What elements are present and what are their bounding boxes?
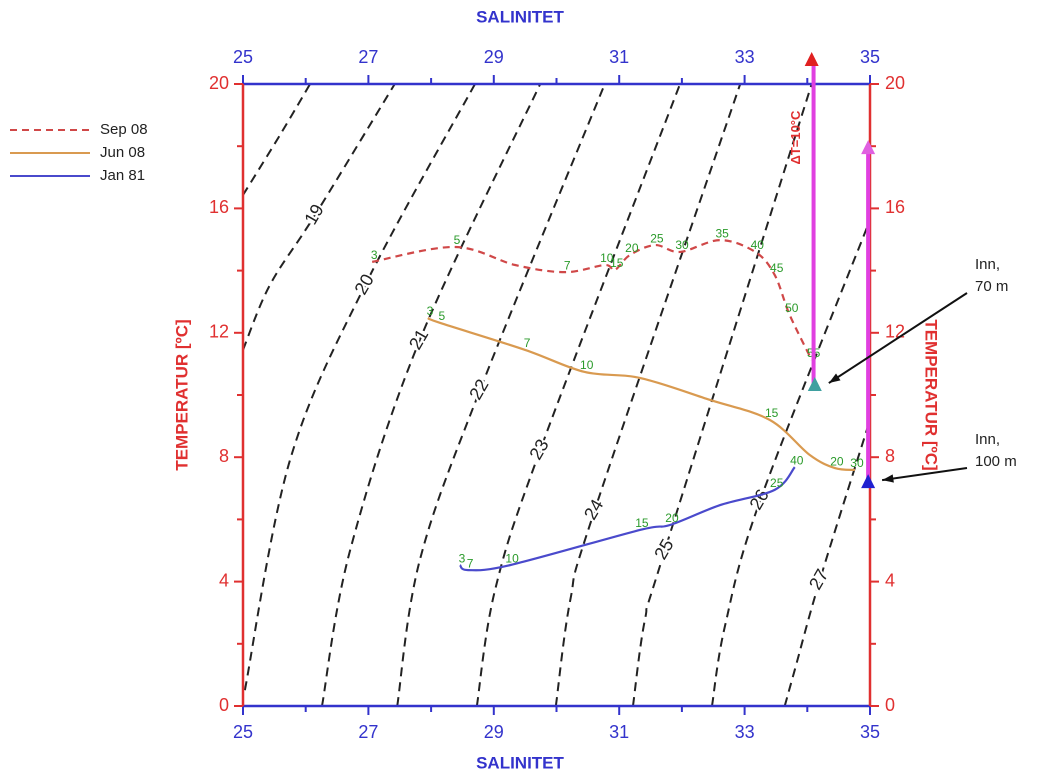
depth-label: 7 <box>524 336 531 350</box>
y-tick-label-left: 4 <box>219 570 229 590</box>
y-tick-label-right: 0 <box>885 695 895 715</box>
y-axis-title-right: TEMPERATUR [ºC] <box>922 319 941 470</box>
depth-label: 30 <box>675 238 689 252</box>
isopycnal <box>783 419 871 707</box>
marker <box>804 52 819 67</box>
depth-label: 10 <box>505 551 519 565</box>
depth-label: 20 <box>625 241 639 255</box>
x-tick-label-top: 25 <box>233 47 253 67</box>
isopycnal-label: 21 <box>405 326 432 353</box>
y-tick-label-right: 16 <box>885 197 905 217</box>
depth-label: 5 <box>439 309 446 323</box>
depth-label: 3 <box>371 248 378 262</box>
series-line <box>459 466 796 572</box>
y-tick-label-left: 16 <box>209 197 229 217</box>
annotation-arrow <box>881 467 968 482</box>
isopycnal <box>711 219 871 707</box>
annotation: Inn, <box>975 431 1000 448</box>
legend-label: Sep 08 <box>100 121 148 138</box>
isopycnal-label: 20 <box>351 271 378 298</box>
y-tick-label-left: 0 <box>219 695 229 715</box>
annotation: 70 m <box>975 278 1008 295</box>
annotation: 100 m <box>975 453 1017 470</box>
isopycnal <box>242 83 396 351</box>
depth-label: 50 <box>785 301 799 315</box>
depth-label: 45 <box>770 261 784 275</box>
isopycnal <box>632 83 813 707</box>
depth-label: 15 <box>765 406 779 420</box>
y-tick-label-right: 8 <box>885 446 895 466</box>
depth-label: 20 <box>830 454 844 468</box>
x-axis-title-bottom: SALINITET <box>476 753 564 772</box>
isopycnal-label: 22 <box>465 376 492 403</box>
depth-label: 5 <box>454 233 461 247</box>
x-tick-label-bottom: 29 <box>484 722 504 742</box>
depth-label: 3 <box>427 304 434 318</box>
isopycnal <box>396 83 606 707</box>
depth-label: 20 <box>665 511 679 525</box>
legend-label: Jun 08 <box>100 144 145 161</box>
isopycnal-label: 23 <box>525 436 552 463</box>
isopycnal <box>554 83 742 707</box>
y-tick-label-right: 12 <box>885 322 905 342</box>
x-tick-label-top: 35 <box>860 47 880 67</box>
y-tick-label-right: 4 <box>885 570 895 590</box>
x-tick-label-bottom: 31 <box>609 722 629 742</box>
marker <box>807 377 822 392</box>
depth-label: 15 <box>635 516 649 530</box>
depth-label: 10 <box>580 358 594 372</box>
y-tick-label-left: 8 <box>219 446 229 466</box>
x-tick-label-bottom: 27 <box>358 722 378 742</box>
series-line <box>371 239 813 361</box>
depth-label: 7 <box>467 556 474 570</box>
depth-label: 35 <box>715 226 729 240</box>
isopycnal <box>242 83 311 196</box>
x-axis-title-top: SALINITET <box>476 7 564 26</box>
annotation: Inn, <box>975 256 1000 273</box>
y-axis-title-left: TEMPERATUR [ºC] <box>172 319 191 470</box>
x-tick-label-bottom: 33 <box>735 722 755 742</box>
isopycnal <box>475 83 681 707</box>
difference-label: ΔT=10°C <box>788 110 803 165</box>
depth-label: 7 <box>564 258 571 272</box>
isopycnal-label: 24 <box>580 496 607 523</box>
legend-label: Jan 81 <box>100 167 145 184</box>
x-tick-label-top: 27 <box>358 47 378 67</box>
x-tick-label-top: 31 <box>609 47 629 67</box>
depth-label: 30 <box>850 456 864 470</box>
isopycnal-label: 25 <box>650 536 677 563</box>
depth-label: 40 <box>790 453 804 467</box>
isopycnal-label: 26 <box>746 486 773 513</box>
y-tick-label-left: 20 <box>209 73 229 93</box>
isopycnal-label: 27 <box>805 566 832 593</box>
depth-label: 40 <box>751 238 765 252</box>
annotation-arrowhead <box>828 373 841 384</box>
series-line <box>427 316 856 472</box>
y-tick-label-left: 12 <box>209 322 229 342</box>
annotation-arrow <box>828 292 968 384</box>
depth-label: 15 <box>610 256 624 270</box>
x-tick-label-top: 33 <box>735 47 755 67</box>
x-tick-label-bottom: 35 <box>860 722 880 742</box>
x-tick-label-bottom: 25 <box>233 722 253 742</box>
isopycnal-label: 19 <box>300 201 327 228</box>
y-tick-label-right: 20 <box>885 73 905 93</box>
annotation-arrowhead <box>882 474 894 483</box>
depth-label: 25 <box>650 231 664 245</box>
marker <box>861 474 876 489</box>
depth-label: 10 <box>600 251 614 265</box>
depth-label: 3 <box>459 551 466 565</box>
isopycnal <box>321 83 542 707</box>
x-tick-label-top: 29 <box>484 47 504 67</box>
isopycnal <box>243 83 476 691</box>
depth-label: 25 <box>770 476 784 490</box>
marker <box>861 140 876 155</box>
